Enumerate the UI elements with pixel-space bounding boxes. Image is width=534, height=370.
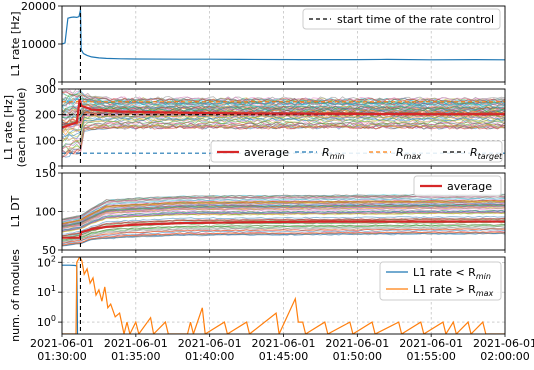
module-line	[62, 227, 505, 243]
module-line	[62, 197, 505, 223]
module-line	[62, 221, 505, 239]
y-tick-label: 100	[35, 134, 56, 147]
module-line	[62, 209, 505, 231]
y-axis-label: num. of modules	[9, 249, 22, 342]
x-tick-label-time: 01:30:00	[37, 350, 86, 363]
x-tick-label-date: 2021-06-01	[178, 337, 242, 350]
x-tick-label-time: 01:45:00	[259, 350, 308, 363]
y-tick-label: 200	[35, 109, 56, 122]
module-line	[62, 94, 505, 104]
module-line	[62, 200, 505, 225]
x-tick-label-time: 01:50:00	[333, 350, 382, 363]
y-tick-label: 10000	[21, 38, 56, 51]
y-tick-label: 0	[49, 76, 56, 89]
module-line	[62, 207, 505, 230]
legend-label: L1 rate > Rmax	[413, 283, 494, 298]
module-line	[62, 121, 505, 150]
module-line	[62, 118, 505, 144]
x-tick-label-date: 2021-06-01	[104, 337, 168, 350]
x-tick-label-date: 2021-06-01	[252, 337, 316, 350]
average-line	[62, 220, 505, 239]
y-tick-label: 100	[37, 314, 56, 329]
module-line	[62, 114, 505, 133]
average-line	[62, 99, 505, 129]
module-line	[62, 124, 505, 155]
y-tick-label: 101	[37, 284, 56, 299]
module-line	[62, 212, 505, 233]
series-line	[62, 264, 79, 334]
module-line	[62, 117, 505, 141]
x-tick-label-time: 01:40:00	[185, 350, 234, 363]
y-tick-label: 100	[35, 206, 56, 219]
y-tick-label: 102	[37, 254, 56, 269]
module-line	[62, 195, 505, 221]
legend: average	[413, 175, 502, 197]
panel-l1-dt: 50 100 150 L1 DT average	[9, 167, 506, 257]
y-tick-label: 150	[35, 167, 56, 180]
module-line	[62, 200, 505, 224]
legend-label: Rmin	[322, 146, 345, 161]
x-tick-label-date: 2021-06-01	[473, 337, 534, 350]
y-tick-label: 300	[35, 83, 56, 96]
y-axis-label: L1 rate [Hz]	[2, 95, 15, 160]
x-tick-label-time: 02:00:00	[480, 350, 529, 363]
legend-label: average	[447, 180, 492, 193]
legend-label: start time of the rate control	[337, 13, 494, 26]
module-line	[62, 196, 505, 222]
module-line	[62, 103, 505, 115]
module-line	[62, 229, 505, 245]
series-line	[62, 9, 505, 61]
x-tick-label-date: 2021-06-01	[30, 337, 94, 350]
legend: L1 rate < Rmin L1 rate > Rmax	[379, 261, 502, 301]
module-line	[62, 101, 505, 112]
module-line	[62, 231, 505, 246]
module-line	[62, 202, 505, 226]
y-axis-label: L1 rate [Hz]	[9, 11, 22, 76]
legend: average Rmin Rmax Rtarget	[210, 140, 503, 163]
module-line	[62, 107, 505, 119]
legend-label: L1 rate < Rmin	[413, 266, 491, 281]
legend: start time of the rate control	[302, 8, 501, 30]
y-tick-label: 20000	[21, 0, 56, 13]
y-axis-label: (each module)	[15, 88, 28, 168]
x-tick-label-time: 01:55:00	[406, 350, 455, 363]
module-line	[62, 210, 505, 231]
x-tick-label-date: 2021-06-01	[399, 337, 463, 350]
module-line	[62, 206, 505, 228]
y-tick-label: 0	[49, 160, 56, 173]
module-line	[62, 89, 505, 103]
legend-label: average	[244, 146, 289, 159]
module-line	[62, 224, 505, 241]
y-axis-label: L1 DT	[9, 195, 22, 227]
legend-label: Rmax	[396, 146, 421, 161]
x-tick-label-date: 2021-06-01	[325, 337, 389, 350]
module-line	[62, 217, 505, 237]
legend-label: Rtarget	[470, 146, 503, 161]
panel-l1-rate-module: 0 100 200 300 L1 rate [Hz] (each module) avera…	[2, 83, 506, 173]
module-line	[62, 228, 505, 244]
module-line	[62, 204, 505, 228]
module-line	[62, 215, 505, 235]
series-line	[62, 257, 505, 334]
y-tick-label: 50	[42, 244, 56, 257]
x-tick-label-time: 01:35:00	[111, 350, 160, 363]
